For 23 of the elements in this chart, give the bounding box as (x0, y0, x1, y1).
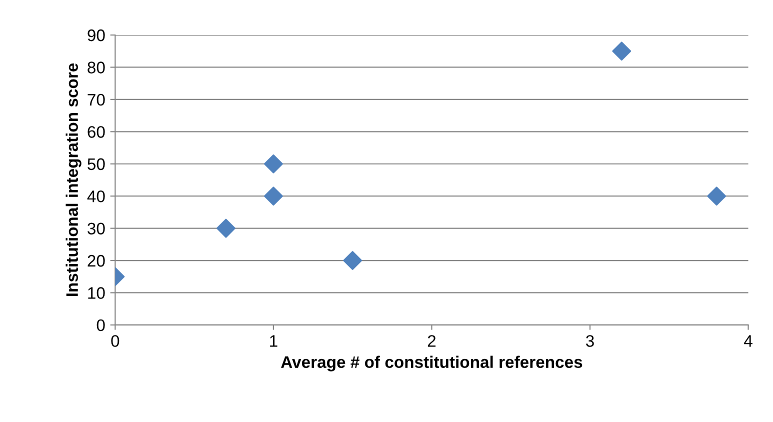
y-tick-label: 40 (87, 190, 105, 202)
point (264, 154, 283, 174)
point (707, 186, 726, 206)
x-tick-label: 3 (586, 335, 594, 347)
x-axis-title: Average # of constitutional references (281, 356, 582, 372)
x-tick-label: 2 (428, 335, 436, 347)
y-tick-label: 80 (88, 62, 105, 74)
y-tick-label: 60 (88, 126, 105, 138)
y-axis-title: Institutional integration score (66, 63, 82, 296)
y-tick-label: 50 (88, 158, 105, 170)
y-tick-label: 70 (88, 94, 105, 106)
point (343, 251, 362, 270)
x-tick-label: 4 (744, 335, 752, 347)
point (612, 42, 632, 61)
point (216, 218, 236, 238)
y-tick-label: 0 (96, 319, 105, 332)
point (264, 186, 283, 206)
x-tick-label: 1 (270, 335, 278, 347)
y-tick-label: 30 (88, 222, 105, 235)
y-tick-label: 90 (88, 29, 105, 42)
y-tick-label: 10 (88, 287, 105, 299)
x-tick-label: 0 (111, 335, 120, 347)
y-tick-label: 20 (88, 254, 105, 267)
